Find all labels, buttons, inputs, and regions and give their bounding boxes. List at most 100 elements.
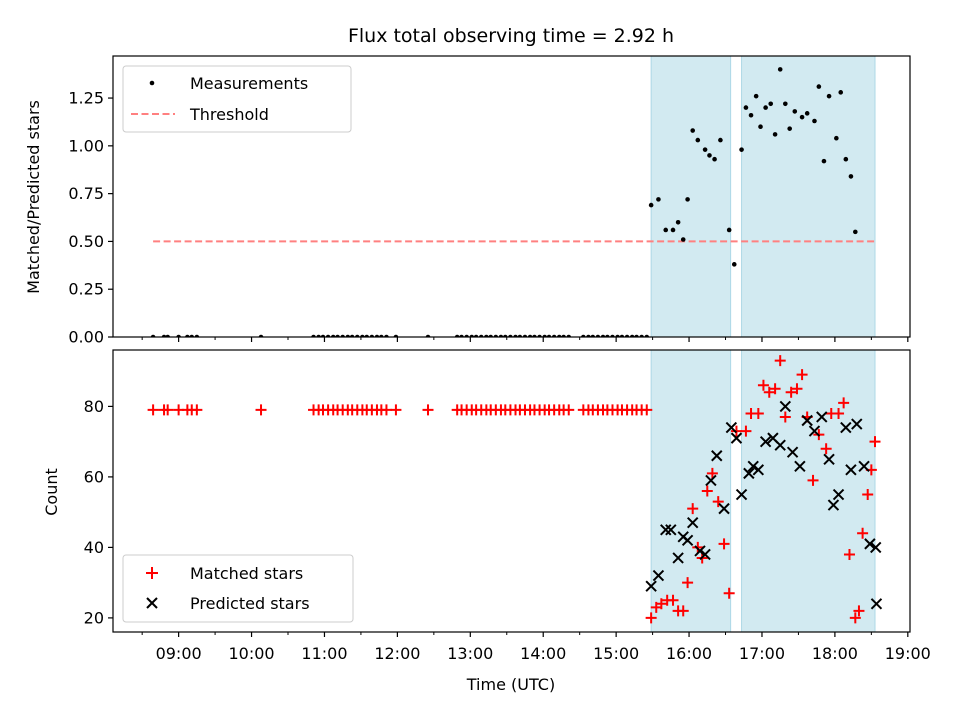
predicted-star-point	[694, 545, 706, 557]
predicted-star-point	[827, 499, 840, 511]
matched-stars-points	[147, 355, 881, 624]
bottom-legend: Matched stars Predicted stars	[122, 554, 354, 623]
top-y-tick-label: 0.25	[68, 280, 104, 299]
matched-star-point	[833, 407, 845, 419]
matched-star-point	[869, 436, 881, 448]
matched-star-point	[655, 598, 667, 610]
matched-star-point	[740, 425, 752, 437]
x-tick-label: 12:00	[374, 644, 420, 663]
measurement-point	[816, 84, 822, 89]
matched-star-point	[862, 489, 874, 501]
measurement-point	[843, 156, 849, 162]
matched-star-point	[701, 485, 713, 497]
top-y-tick-label: 1.00	[68, 136, 104, 155]
measurement-point	[695, 137, 701, 143]
x-tick-label: 18:00	[812, 644, 858, 663]
measurement-point	[680, 237, 686, 242]
measurement-point	[758, 124, 763, 130]
top-y-tick-label: 0.50	[68, 232, 104, 251]
bottom-y-tick-label: 40	[84, 538, 104, 557]
bottom-legend-frame	[122, 554, 354, 623]
predicted-star-point	[652, 569, 665, 582]
matched-star-point	[752, 407, 764, 419]
predicted-star-point	[774, 439, 786, 451]
measurement-point	[868, 0, 873, 2]
x-tick-label: 13:00	[447, 644, 493, 663]
measurement-point	[804, 111, 810, 116]
predicted-star-point	[681, 534, 694, 547]
matched-star-point	[563, 404, 575, 416]
predicted-star-point	[665, 524, 677, 536]
measurement-point	[853, 229, 858, 235]
measurement-point	[663, 227, 669, 233]
predicted-star-point	[743, 467, 755, 480]
matched-star-point	[849, 612, 861, 624]
bottom-y-ticks: 20 40 60 80	[84, 397, 113, 627]
measurement-point	[656, 197, 661, 202]
predicted-star-point	[832, 488, 845, 501]
predicted-star-point	[660, 524, 672, 536]
measurement-point	[812, 118, 817, 124]
measurement-point	[748, 112, 754, 118]
predicted-star-point	[840, 421, 852, 434]
measurement-point	[873, 0, 878, 2]
predicted-star-point	[730, 432, 743, 444]
x-tick-label: 15:00	[593, 644, 639, 663]
measurement-point	[670, 227, 676, 233]
predicted-star-point	[851, 418, 863, 430]
legend-matched-label: Matched stars	[190, 564, 303, 583]
top-legend-frame	[122, 65, 352, 133]
top-y-tick-label: 1.25	[68, 89, 104, 108]
predicted-star-point	[823, 453, 835, 465]
matched-star-point	[645, 612, 657, 624]
top-y-tick-label: 0.75	[68, 184, 104, 203]
top-shaded-interval-2	[741, 56, 876, 337]
matched-star-point	[763, 386, 775, 398]
predicted-star-point	[808, 425, 821, 437]
matched-star-point	[757, 379, 769, 391]
bottom-shaded-interval-2	[741, 350, 876, 632]
matched-star-point	[785, 386, 797, 398]
measurement-point	[858, 0, 863, 2]
measurement-point	[690, 128, 696, 133]
measurement-point	[783, 101, 788, 107]
bottom-axes-frame	[112, 349, 911, 633]
measurement-point	[799, 114, 805, 120]
matched-star-point	[838, 397, 850, 409]
predicted-stars-points	[645, 400, 883, 610]
legend-predicted-label: Predicted stars	[190, 594, 310, 613]
predicted-star-point	[699, 548, 711, 561]
bottom-x-ticks: 09:00 10:00 11:00 12:00 13:00 14:00 15:00 16:00…	[141, 632, 931, 663]
x-tick-label: 19:00	[885, 644, 931, 663]
bottom-y-tick-label: 80	[84, 397, 104, 416]
measurement-point	[648, 202, 654, 208]
measurement-point	[821, 158, 827, 164]
predicted-star-point	[870, 598, 883, 610]
matched-star-point	[769, 383, 781, 395]
matched-star-point	[857, 527, 869, 539]
x-tick-label: 14:00	[520, 644, 566, 663]
top-y-axis-label: Matched/Predicted stars	[24, 100, 43, 294]
measurement-point	[768, 101, 774, 107]
matched-star-point	[667, 594, 679, 606]
matched-star-point	[853, 605, 865, 617]
predicted-star-point	[752, 464, 765, 476]
matched-star-point	[712, 496, 724, 508]
x-tick-label: 16:00	[666, 644, 712, 663]
matched-star-point	[255, 404, 267, 416]
top-panel: 0.00 0.25 0.50 0.75 1.00 1.25 Matched/Predict…	[24, 0, 911, 347]
predicted-star-point	[858, 460, 870, 473]
matched-star-point	[820, 443, 832, 455]
measurement-point	[777, 67, 783, 72]
matched-star-point	[779, 411, 791, 423]
measurement-point	[763, 105, 768, 110]
matched-star-point	[791, 383, 803, 395]
measurement-point	[838, 90, 844, 95]
matched-star-point	[191, 404, 203, 416]
bottom-y-axis-label: Count	[42, 468, 61, 516]
measurement-point	[685, 197, 690, 202]
matched-star-point	[162, 404, 174, 416]
matched-star-point	[641, 404, 653, 416]
top-x-ticks	[141, 337, 909, 342]
